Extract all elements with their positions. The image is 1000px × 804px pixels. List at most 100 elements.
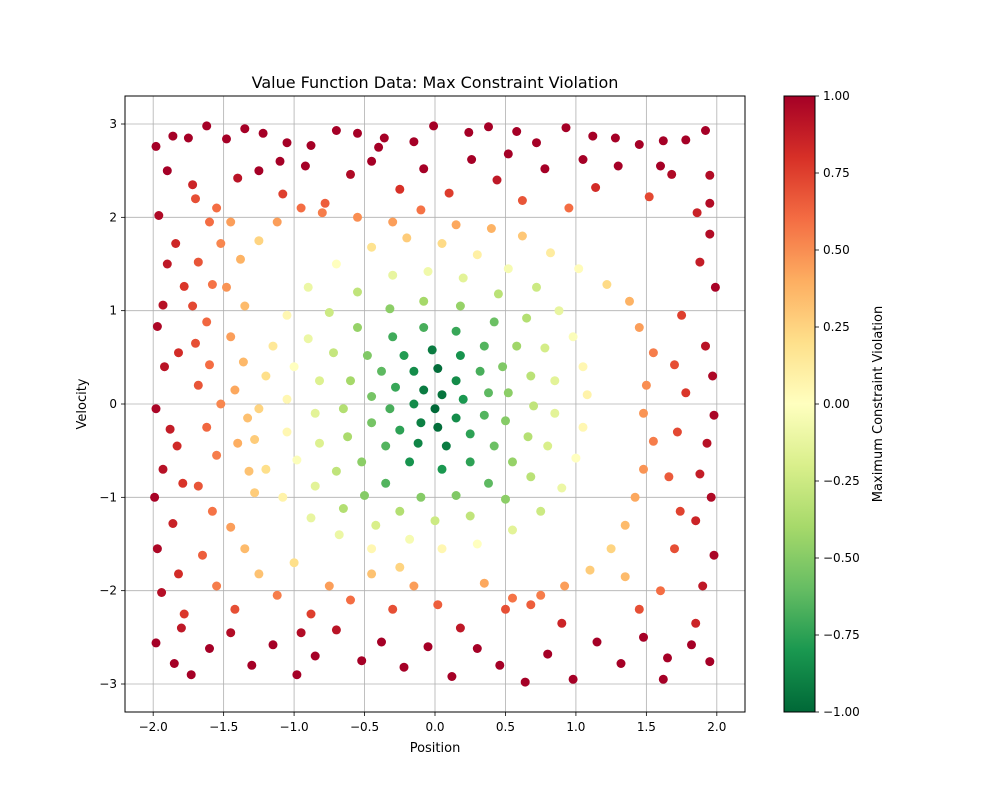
scatter-point — [160, 362, 169, 372]
x-tick-label: −1.0 — [280, 720, 309, 734]
scatter-point — [338, 504, 348, 513]
scatter-point — [508, 593, 517, 603]
scatter-point — [261, 464, 271, 474]
scatter-point — [451, 220, 461, 230]
scatter-point — [433, 364, 443, 373]
scatter-point — [433, 422, 443, 432]
y-tick-label: −2 — [99, 584, 117, 598]
scatter-point — [508, 457, 517, 467]
scatter-point — [300, 161, 310, 171]
scatter-point — [381, 478, 391, 488]
scatter-point — [405, 457, 415, 467]
scatter-point — [202, 422, 212, 432]
scatter-point — [433, 600, 443, 610]
scatter-point — [437, 239, 447, 248]
scatter-point — [532, 138, 541, 148]
scatter-point — [451, 491, 461, 500]
scatter-point — [230, 604, 240, 614]
scatter-point — [278, 492, 288, 502]
scatter-point — [353, 212, 362, 222]
scatter-point — [278, 189, 288, 199]
scatter-point — [205, 360, 214, 370]
scatter-point — [367, 544, 377, 554]
colorbar-label: Maximum Constraint Violation — [871, 306, 886, 502]
colorbar — [783, 95, 816, 713]
scatter-point — [205, 644, 214, 653]
chart-title: Value Function Data: Max Constraint Viol… — [252, 73, 619, 92]
scatter-point — [564, 203, 574, 213]
scatter-point — [329, 348, 338, 358]
scatter-point — [409, 581, 419, 591]
scatter-point — [191, 194, 200, 204]
scatter-point — [315, 438, 324, 448]
scatter-point — [672, 427, 682, 437]
scatter-point — [591, 183, 601, 192]
scatter-point — [240, 124, 250, 134]
scatter-point — [226, 628, 236, 638]
scatter-point — [362, 351, 372, 360]
scatter-point — [419, 385, 429, 395]
scatter-point — [216, 239, 226, 248]
x-axis-label: Position — [410, 741, 461, 756]
scatter-point — [236, 254, 245, 264]
scatter-point — [254, 569, 264, 579]
scatter-point — [216, 399, 226, 409]
x-tick-label: 1.5 — [637, 720, 656, 734]
scatter-point — [360, 491, 369, 500]
scatter-point — [179, 281, 189, 291]
scatter-point — [430, 516, 440, 526]
scatter-point — [465, 457, 475, 467]
scatter-point — [367, 242, 377, 252]
scatter-point — [409, 399, 419, 409]
scatter-point — [616, 659, 626, 668]
scatter-point — [479, 341, 489, 351]
scatter-point — [458, 394, 468, 404]
scatter-point — [346, 595, 355, 605]
scatter-point — [240, 301, 250, 311]
x-tick-label: −1.5 — [209, 720, 238, 734]
scatter-point — [472, 644, 482, 653]
scatter-point — [168, 131, 178, 141]
scatter-point — [430, 404, 440, 414]
scatter-point — [419, 296, 429, 306]
scatter-point — [331, 625, 341, 635]
scatter-point — [371, 520, 381, 530]
scatter-point — [501, 416, 510, 426]
scatter-point — [692, 208, 702, 218]
scatter-point — [667, 169, 677, 179]
scatter-point — [540, 164, 550, 174]
scatter-point — [289, 362, 299, 372]
scatter-point — [602, 280, 612, 289]
scatter-point — [169, 659, 179, 668]
grid-lines — [125, 96, 745, 712]
scatter-point — [705, 170, 715, 180]
scatter-point — [254, 236, 264, 246]
scatter-point — [193, 481, 203, 491]
scatter-point — [568, 674, 578, 684]
scatter-point — [268, 640, 278, 650]
colorbar-tick-label: 0.50 — [823, 243, 850, 257]
scatter-point — [423, 642, 433, 652]
scatter-point — [455, 623, 465, 633]
scatter-point — [705, 198, 715, 208]
scatter-point — [282, 310, 292, 320]
scatter-point — [701, 341, 710, 351]
scatter-point — [437, 544, 447, 554]
scatter-point — [282, 394, 292, 404]
colorbar-ticks: −1.00 −0.75 −0.50 −0.25 0.00 0.25 0.50 0.75 1.00 — [815, 89, 860, 719]
scatter-point — [495, 660, 505, 670]
scatter-point — [367, 156, 377, 166]
scatter-point — [188, 301, 198, 311]
scatter-point — [658, 136, 668, 146]
scatter-point — [574, 264, 584, 274]
scatter-point — [395, 425, 405, 435]
scatter-point — [367, 569, 377, 579]
scatter-point — [261, 371, 271, 381]
scatter-point — [367, 418, 377, 428]
colorbar-tick-label: −0.50 — [823, 551, 860, 565]
y-axis-ticks: −3 −2 −1 0 1 2 3 — [99, 117, 125, 691]
scatter-point — [681, 135, 691, 145]
scatter-point — [275, 156, 285, 166]
colorbar-tick-label: 1.00 — [823, 89, 850, 103]
x-tick-label: 0.5 — [496, 720, 515, 734]
